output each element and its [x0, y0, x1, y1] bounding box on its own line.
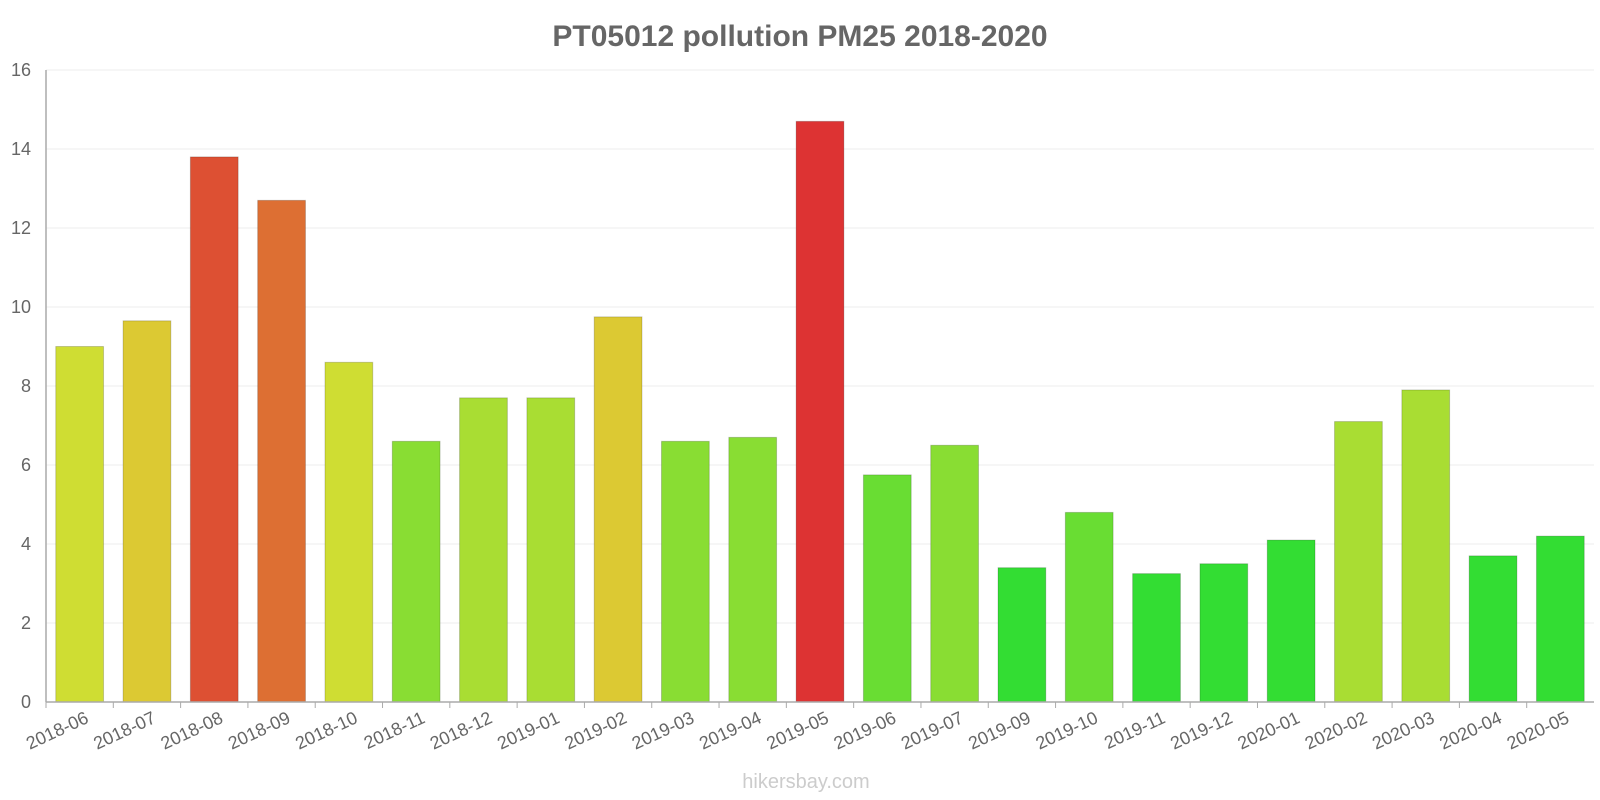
- bar-2020-04[interactable]: [1468, 555, 1518, 703]
- x-tick-label: 2020-01: [1234, 707, 1302, 753]
- x-tick-label: 2019-02: [561, 707, 629, 753]
- bar-2018-07[interactable]: [122, 320, 172, 703]
- x-tick-label: 2018-08: [158, 707, 226, 753]
- credit-text: hikersbay.com: [742, 771, 869, 793]
- x-tick-label: 2019-04: [696, 707, 764, 753]
- chart-title: PT05012 pollution PM25 2018-2020: [552, 20, 1047, 53]
- bar-2018-11[interactable]: [391, 440, 441, 703]
- bar-2019-02[interactable]: [593, 316, 643, 703]
- x-tick-label: 2020-03: [1369, 707, 1437, 753]
- bar-2018-08[interactable]: [189, 156, 239, 703]
- bar-2018-12[interactable]: [459, 397, 508, 703]
- x-tick-label: 2018-07: [90, 707, 158, 753]
- bar-2019-09[interactable]: [997, 567, 1047, 703]
- bar-2020-01[interactable]: [1266, 539, 1316, 703]
- bar-2020-03[interactable]: [1401, 389, 1451, 703]
- x-tick-label: 2019-01: [494, 707, 562, 753]
- x-tick-label: 2019-10: [1033, 707, 1101, 753]
- y-tick-label: 4: [21, 534, 31, 554]
- y-tick-label: 2: [21, 613, 31, 633]
- x-tick-label: 2019-11: [1101, 707, 1168, 752]
- x-tick-label: 2019-03: [629, 707, 697, 753]
- bar-2019-06[interactable]: [862, 474, 912, 703]
- bar-2019-10[interactable]: [1064, 511, 1114, 703]
- bar-2019-05[interactable]: [795, 120, 845, 703]
- y-tick-label: 8: [21, 376, 31, 396]
- x-tick-label: 2020-02: [1302, 707, 1370, 753]
- x-tick-label: 2018-06: [23, 707, 91, 753]
- bar-2019-11[interactable]: [1132, 573, 1181, 703]
- bar-2019-07[interactable]: [930, 444, 980, 703]
- x-tick-label: 2020-05: [1504, 707, 1572, 753]
- bar-2020-05[interactable]: [1535, 535, 1585, 703]
- x-tick-label: 2019-07: [898, 707, 966, 753]
- y-tick-label: 12: [11, 218, 31, 238]
- y-axis-ticks: 0 2 4 6 8 10 12 14 16: [11, 60, 31, 712]
- bars: [55, 120, 1585, 703]
- x-tick-label: 2019-06: [831, 707, 899, 753]
- x-tick-label: 2018-12: [427, 707, 495, 753]
- x-tick-label: 2019-09: [965, 707, 1033, 753]
- bar-2019-01[interactable]: [526, 397, 576, 703]
- x-tick-label: 2018-11: [361, 707, 428, 752]
- y-tick-label: 16: [11, 60, 31, 80]
- x-tick-label: 2018-10: [292, 707, 360, 753]
- x-tick-label: 2019-12: [1167, 707, 1235, 753]
- y-tick-label: 10: [11, 297, 31, 317]
- y-tick-label: 6: [21, 455, 31, 475]
- bar-2019-03[interactable]: [660, 440, 710, 703]
- bar-2020-02[interactable]: [1334, 421, 1383, 703]
- bar-2018-06[interactable]: [55, 346, 105, 703]
- x-tick-label: 2019-05: [763, 707, 831, 753]
- bar-2019-12[interactable]: [1199, 563, 1249, 703]
- bar-2018-10[interactable]: [324, 361, 374, 703]
- y-tick-label: 0: [21, 692, 31, 712]
- bar-2019-04[interactable]: [728, 436, 778, 703]
- y-tick-label: 14: [11, 139, 31, 159]
- x-tick-label: 2018-09: [225, 707, 293, 753]
- bar-2018-09[interactable]: [257, 199, 306, 703]
- x-tick-label: 2020-04: [1436, 707, 1504, 753]
